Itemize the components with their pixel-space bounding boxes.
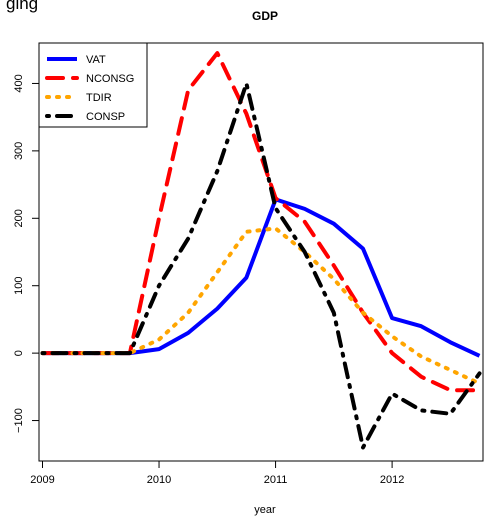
legend-label-consp: CONSP [86,111,125,123]
y-tick-label: 200 [13,209,25,227]
y-tick-label: 300 [13,142,25,160]
y-tick-label: 400 [13,74,25,92]
series-line-vat [42,197,481,358]
x-tick-label: 2009 [30,474,54,486]
legend: VAT NCONSG TDIR CONSP [38,42,148,128]
series-line-consp [40,81,482,450]
x-axis: 2009 2010 2011 2012 [30,461,404,486]
y-tick-label: 100 [13,277,25,295]
y-axis: −100 0 100 200 300 400 [13,74,39,433]
series-layer [40,51,482,450]
legend-label-tdir: TDIR [86,92,112,104]
x-tick-label: 2010 [147,474,171,486]
y-tick-label: −100 [13,408,25,433]
plot-frame [38,42,484,462]
legend-label-nconsg: NCONSG [86,73,134,85]
y-tick-label: 0 [13,350,25,356]
x-axis-label: year [254,504,276,516]
series-line-tdir [40,226,482,386]
legend-label-vat: VAT [86,54,106,66]
chart-title: GDP [252,9,278,23]
x-tick-label: 2011 [264,474,288,486]
cropped-header-text: ging [6,0,39,13]
x-tick-label: 2012 [380,474,404,486]
